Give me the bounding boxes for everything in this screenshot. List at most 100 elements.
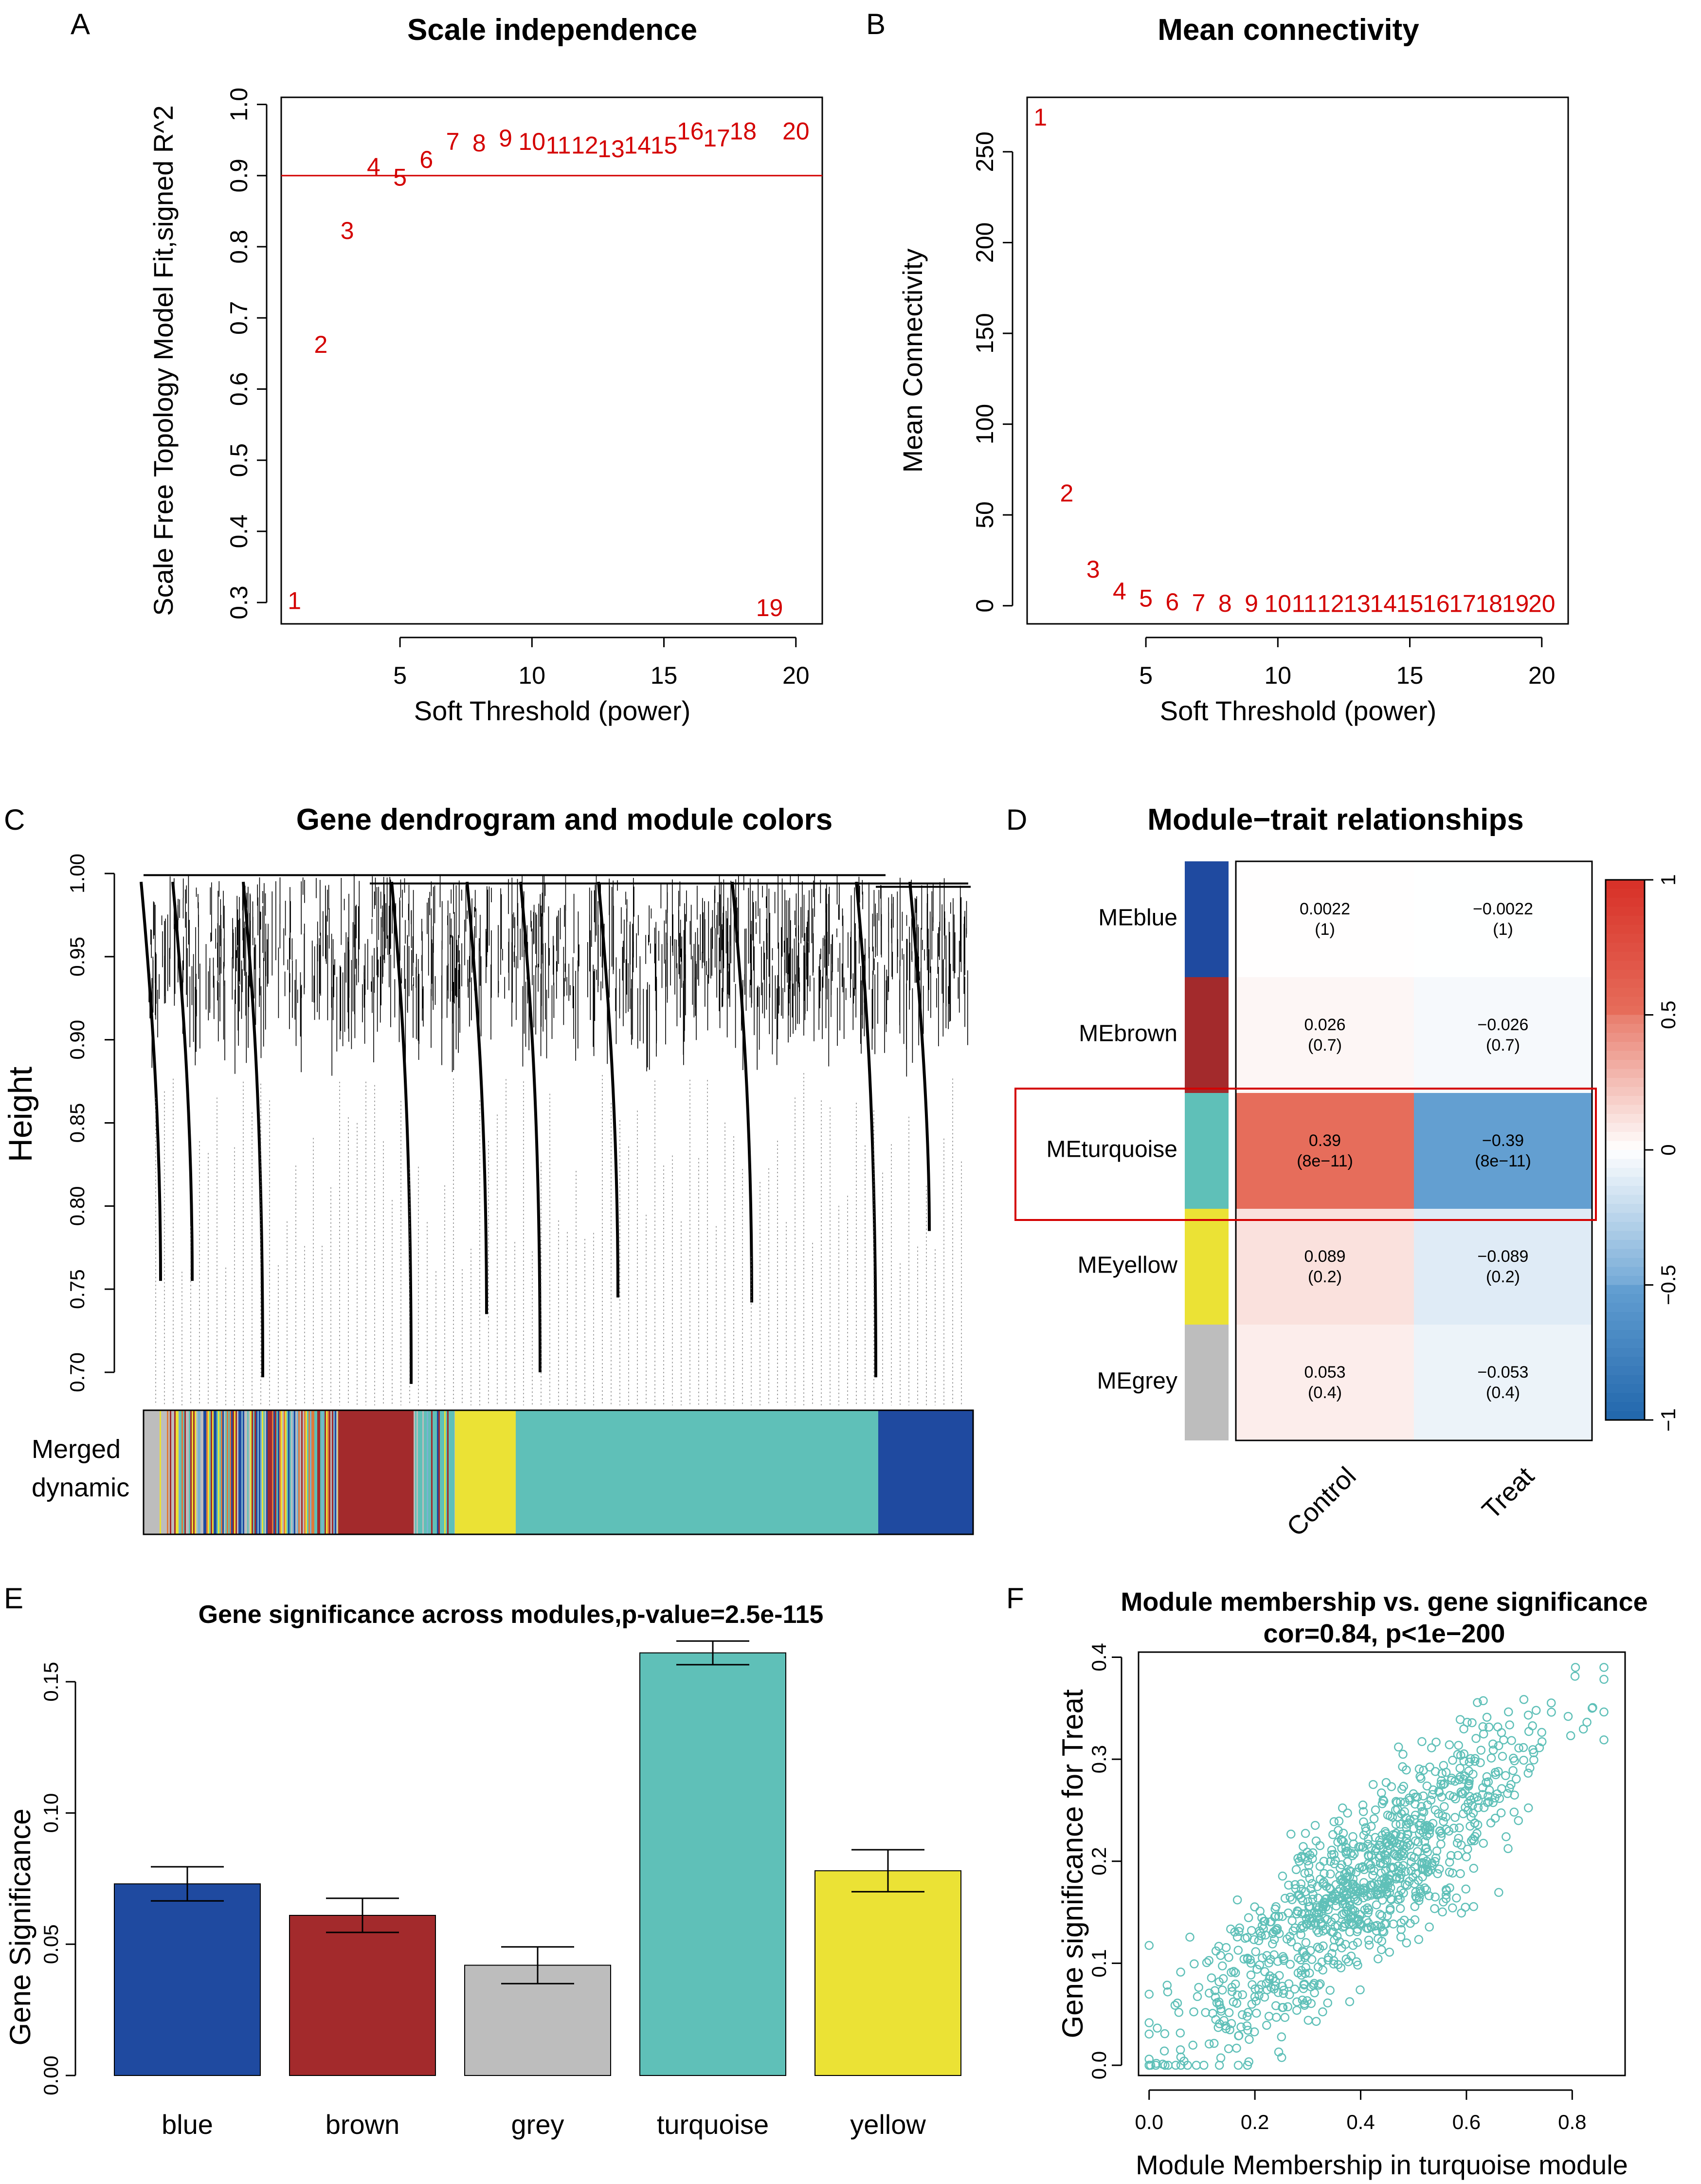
c-seg-mixed bbox=[449, 1410, 450, 1534]
f-point bbox=[1469, 1902, 1478, 1911]
f-point bbox=[1434, 1864, 1444, 1874]
panel-a-plot-box bbox=[280, 96, 823, 625]
f-point bbox=[1498, 1751, 1507, 1761]
f-point bbox=[1398, 1861, 1408, 1870]
f-point bbox=[1406, 1919, 1415, 1928]
f-y-tick-label: 0.3 bbox=[1087, 1745, 1110, 1773]
f-point bbox=[1341, 1878, 1350, 1887]
d-colorbar-step bbox=[1606, 1231, 1645, 1240]
f-point bbox=[1361, 1826, 1371, 1836]
f-point bbox=[1482, 1712, 1492, 1722]
f-point bbox=[1305, 1874, 1315, 1883]
d-module-swatch-brown bbox=[1185, 977, 1229, 1093]
f-point bbox=[1461, 1902, 1470, 1912]
f-point bbox=[1377, 1799, 1387, 1808]
f-point bbox=[1482, 1772, 1492, 1782]
f-point bbox=[1331, 1901, 1341, 1911]
f-point bbox=[1264, 2012, 1274, 2021]
e-category-label: blue bbox=[162, 2109, 213, 2140]
f-point bbox=[1316, 1979, 1325, 1988]
f-point bbox=[1436, 1839, 1446, 1849]
d-colorbar-step bbox=[1606, 916, 1645, 926]
f-point bbox=[1271, 1911, 1281, 1921]
f-point bbox=[1431, 1737, 1441, 1747]
d-colorbar-step bbox=[1606, 1213, 1645, 1222]
f-point bbox=[1284, 1979, 1294, 1988]
c-seg-mixed bbox=[276, 1410, 278, 1534]
c-seg-mixed bbox=[333, 1410, 335, 1534]
c-seg-mixed bbox=[212, 1410, 214, 1534]
b-point-label: 12 bbox=[1317, 590, 1344, 618]
d-colorbar-tick-label: −0.5 bbox=[1657, 1265, 1680, 1305]
panel-e-y-axis: 0.00 0.05 0.10 0.15 bbox=[39, 1662, 76, 2095]
a-point-label: 3 bbox=[341, 217, 354, 244]
f-point bbox=[1292, 2005, 1302, 2015]
f-point bbox=[1503, 1789, 1512, 1798]
c-seg-mixed bbox=[336, 1410, 338, 1534]
f-point bbox=[1478, 1783, 1487, 1792]
f-point bbox=[1251, 1947, 1261, 1956]
e-bar-blue bbox=[114, 1883, 261, 2076]
f-point bbox=[1363, 1839, 1373, 1849]
c-seg-mixed bbox=[202, 1410, 203, 1534]
f-point bbox=[1348, 1941, 1358, 1950]
d-colorbar-step bbox=[1606, 1078, 1645, 1088]
d-colorbar-step bbox=[1606, 1051, 1645, 1060]
f-point bbox=[1490, 1814, 1500, 1823]
c-seg-mixed bbox=[200, 1410, 202, 1534]
f-point bbox=[1357, 1863, 1367, 1872]
f-point bbox=[1221, 1943, 1231, 1952]
f-point bbox=[1295, 1890, 1304, 1899]
f-point bbox=[1296, 1955, 1305, 1965]
c-seg-mixed bbox=[167, 1410, 168, 1534]
f-point bbox=[1301, 1938, 1311, 1947]
c-seg-mixed bbox=[335, 1410, 336, 1534]
c-seg-mixed bbox=[431, 1410, 433, 1534]
d-colorbar-step bbox=[1606, 1249, 1645, 1258]
panel-d-column-labels: Control Treat bbox=[1281, 1461, 1540, 1542]
f-point bbox=[1547, 1708, 1556, 1717]
c-seg-turquoise bbox=[516, 1410, 878, 1534]
f-point bbox=[1321, 1925, 1331, 1934]
f-point bbox=[1279, 1985, 1288, 1995]
f-point bbox=[1582, 1717, 1592, 1727]
f-point bbox=[1372, 1844, 1381, 1853]
f-point bbox=[1461, 1884, 1470, 1894]
f-point bbox=[1254, 1984, 1264, 1994]
c-seg-mixed bbox=[183, 1410, 184, 1534]
f-point bbox=[1346, 1867, 1356, 1876]
b-point-label: 8 bbox=[1218, 590, 1232, 617]
f-point bbox=[1469, 1864, 1479, 1873]
f-point bbox=[1484, 1722, 1494, 1732]
d-column-label: Treat bbox=[1477, 1461, 1540, 1525]
f-point bbox=[1239, 1954, 1249, 1964]
d-colorbar-step bbox=[1606, 1339, 1645, 1348]
f-point bbox=[1163, 1987, 1173, 1997]
c-seg-mixed bbox=[446, 1410, 447, 1534]
f-point bbox=[1578, 1724, 1588, 1734]
c-y-tick-label: 1.00 bbox=[66, 854, 89, 893]
panel-c-y-axis: 0.70 0.75 0.80 0.85 0.90 0.95 1.00 bbox=[66, 854, 115, 1392]
c-seg-mixed bbox=[203, 1410, 205, 1534]
f-point bbox=[1525, 1763, 1535, 1773]
f-point bbox=[1456, 1869, 1465, 1878]
c-seg-mixed bbox=[196, 1410, 198, 1534]
f-point bbox=[1318, 1966, 1328, 1975]
d-colorbar-step bbox=[1606, 898, 1645, 908]
f-point bbox=[1439, 1897, 1448, 1907]
f-point bbox=[1325, 1985, 1335, 1995]
f-point bbox=[1293, 1854, 1303, 1863]
f-point bbox=[1288, 1926, 1298, 1936]
f-point bbox=[1389, 1919, 1398, 1929]
f-point bbox=[1503, 1844, 1513, 1854]
f-point bbox=[1377, 1895, 1387, 1905]
a-point-label: 7 bbox=[446, 128, 460, 155]
panel-e-ylabel: Gene Significance bbox=[4, 1809, 36, 2046]
f-point bbox=[1303, 1856, 1312, 1866]
f-point bbox=[1473, 1698, 1482, 1708]
d-cell-value: −0.089 bbox=[1478, 1247, 1529, 1266]
d-colorbar-step bbox=[1606, 1159, 1645, 1168]
b-point-label: 7 bbox=[1192, 589, 1206, 617]
c-y-tick-label: 0.95 bbox=[66, 937, 89, 977]
c-y-tick-label: 0.85 bbox=[66, 1103, 89, 1143]
